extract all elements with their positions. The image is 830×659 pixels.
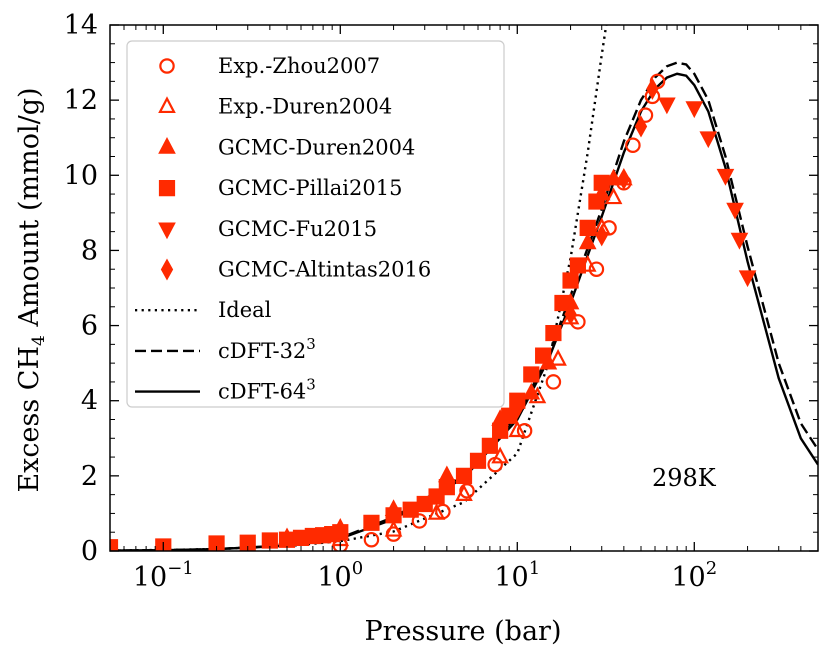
point-exp-zhou2007-8 <box>545 374 562 390</box>
point-gcmc-duren2004-10 <box>604 168 623 186</box>
point-gcmc-pillai2015-27 <box>562 272 579 289</box>
legend-marker-gcmc-duren2004 <box>158 136 176 154</box>
point-gcmc-pillai2015-5 <box>278 531 296 548</box>
legend-label-cdft-32: cDFT-323 <box>218 335 316 363</box>
y-tick-label: 0 <box>81 536 98 567</box>
y-tick-label: 2 <box>81 461 98 492</box>
point-gcmc-fu2015-5 <box>730 232 749 250</box>
point-gcmc-fu2015-1 <box>685 101 704 119</box>
point-gcmc-altintas2016-1 <box>511 397 524 420</box>
point-gcmc-pillai2015-4 <box>261 532 278 549</box>
legend-label-ideal: Ideal <box>218 298 272 322</box>
legend-label-exp-duren2004: Exp.-Duren2004 <box>218 95 392 119</box>
y-tick-label: 14 <box>64 10 98 41</box>
point-gcmc-pillai2015-24 <box>535 347 552 364</box>
point-gcmc-pillai2015-13 <box>402 501 419 518</box>
point-gcmc-pillai2015-23 <box>523 366 540 383</box>
point-exp-duren2004-4 <box>491 446 509 464</box>
y-axis-title-part-1: Excess CH <box>14 346 45 493</box>
legend-marker-gcmc-altintas2016 <box>160 258 174 281</box>
point-gcmc-duren2004-8 <box>578 232 597 250</box>
legend-box <box>126 40 505 408</box>
point-gcmc-pillai2015-3 <box>239 534 256 551</box>
point-gcmc-pillai2015-25 <box>545 324 562 342</box>
point-gcmc-pillai2015-18 <box>469 452 487 469</box>
legend-label-exp-zhou2007: Exp.-Zhou2007 <box>218 54 380 78</box>
point-exp-duren2004-1 <box>384 519 403 537</box>
legend-marker-exp-zhou2007 <box>159 58 175 74</box>
point-exp-zhou2007-14 <box>637 107 654 123</box>
y-tick-label: 10 <box>64 160 98 191</box>
legend-label-gcmc-duren2004: GCMC-Duren2004 <box>218 135 415 159</box>
point-gcmc-fu2015-0 <box>658 97 676 115</box>
y-axis-title-subscript: 4 <box>29 335 49 346</box>
x-tick-label: 10−1 <box>133 558 194 593</box>
legend-marker-gcmc-pillai2015 <box>158 180 176 197</box>
x-tick-label: 102 <box>671 558 717 593</box>
y-tick-label: 4 <box>81 386 98 417</box>
point-gcmc-altintas2016-4 <box>617 168 631 191</box>
point-exp-zhou2007-3 <box>411 513 428 529</box>
point-gcmc-altintas2016-6 <box>646 77 659 100</box>
point-gcmc-pillai2015-11 <box>363 514 380 531</box>
x-tick-label: 100 <box>317 558 363 593</box>
point-gcmc-pillai2015-14 <box>416 495 433 513</box>
point-gcmc-pillai2015-6 <box>292 529 310 546</box>
point-gcmc-fu2015-6 <box>738 270 757 288</box>
point-gcmc-altintas2016-5 <box>634 115 648 138</box>
legend-label-gcmc-altintas2016: GCMC-Altintas2016 <box>218 258 431 282</box>
y-tick-label: 6 <box>81 311 98 342</box>
legend-label-gcmc-fu2015: GCMC-Fu2015 <box>218 217 377 241</box>
point-exp-zhou2007-13 <box>625 137 641 153</box>
point-gcmc-pillai2015-20 <box>492 422 509 439</box>
point-exp-duren2004-2 <box>427 503 446 520</box>
y-tick-label: 12 <box>64 85 98 116</box>
x-axis-title: Pressure (bar) <box>365 616 562 647</box>
point-exp-duren2004-7 <box>549 348 567 366</box>
point-gcmc-pillai2015-29 <box>579 219 596 236</box>
point-gcmc-fu2015-2 <box>699 131 718 149</box>
point-exp-duren2004-5 <box>508 420 527 438</box>
point-gcmc-pillai2015-28 <box>569 257 586 274</box>
point-exp-zhou2007-1 <box>363 531 380 548</box>
legend: Exp.-Zhou2007 Exp.-Duren2004 GCMC-Duren200… <box>126 40 505 408</box>
point-gcmc-pillai2015-0 <box>110 539 119 551</box>
point-gcmc-pillai2015-31 <box>593 174 610 191</box>
point-gcmc-fu2015-3 <box>716 168 735 186</box>
axis-ticks: 0 2 4 6 8 10 12 14 10−1 100 101 102 <box>64 10 819 593</box>
point-gcmc-altintas2016-3 <box>595 224 608 247</box>
y-tick-label: 8 <box>81 235 98 266</box>
point-gcmc-pillai2015-17 <box>455 467 473 484</box>
legend-marker-exp-duren2004 <box>158 96 176 114</box>
point-gcmc-duren2004-5 <box>522 382 541 400</box>
point-exp-zhou2007-10 <box>588 261 605 277</box>
y-axis-title: Excess CH4 Amount (mmol/g) <box>14 87 49 492</box>
y-axis-title-part-2: Amount (mmol/g) <box>14 87 45 335</box>
point-exp-zhou2007-5 <box>459 483 475 499</box>
point-gcmc-pillai2015-19 <box>481 437 498 454</box>
x-tick-label: 101 <box>494 558 540 593</box>
legend-label-gcmc-pillai2015: GCMC-Pillai2015 <box>218 176 402 200</box>
legend-label-cdft-64: cDFT-643 <box>218 376 316 404</box>
point-gcmc-pillai2015-12 <box>385 507 402 524</box>
point-gcmc-pillai2015-26 <box>554 294 571 312</box>
data-points <box>110 73 757 551</box>
point-gcmc-fu2015-4 <box>726 202 744 220</box>
point-gcmc-altintas2016-0 <box>334 519 347 542</box>
point-gcmc-pillai2015-30 <box>588 193 605 210</box>
point-gcmc-pillai2015-16 <box>438 479 455 496</box>
point-exp-duren2004-3 <box>455 484 473 501</box>
point-gcmc-altintas2016-2 <box>564 303 577 326</box>
temperature-annotation: 298K <box>652 464 717 492</box>
legend-marker-gcmc-fu2015 <box>158 222 176 240</box>
point-exp-zhou2007-7 <box>516 423 533 439</box>
point-exp-duren2004-11 <box>604 187 623 205</box>
